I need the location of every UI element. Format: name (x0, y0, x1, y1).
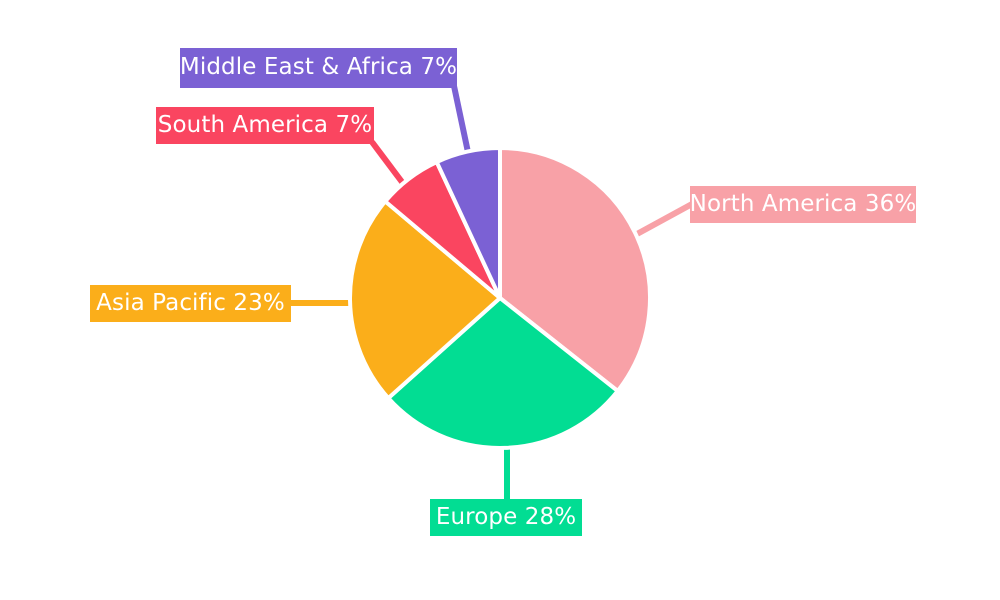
leader-line-middle-east-africa (451, 85, 472, 158)
pie-label-europe[interactable]: Europe 28% (430, 499, 582, 536)
pie-label-asia-pacific-text: Asia Pacific 23% (96, 289, 285, 316)
pie-label-north-america[interactable]: North America 36% (690, 186, 916, 223)
pie-label-europe-text: Europe 28% (435, 503, 577, 530)
pie-label-south-america[interactable]: South America 7% (156, 107, 374, 144)
pie-slice-middle-east-africa[interactable] (434, 146, 502, 300)
pie-label-middle-east-africa-text: Middle East & Africa 7% (179, 54, 458, 80)
pie-label-asia-pacific[interactable]: Asia Pacific 23% (90, 285, 291, 322)
pie-slices (348, 146, 652, 450)
pie-slice-europe[interactable] (386, 296, 620, 450)
pie-slice-north-america[interactable] (498, 146, 652, 393)
pie-label-middle-east-africa[interactable]: Middle East & Africa 7% (180, 48, 457, 88)
leader-line-north-america (635, 201, 694, 237)
pie-label-north-america-text: North America 36% (689, 190, 917, 217)
pie-label-south-america-text: South America 7% (157, 111, 373, 138)
pie-slice-asia-pacific[interactable] (348, 199, 502, 401)
